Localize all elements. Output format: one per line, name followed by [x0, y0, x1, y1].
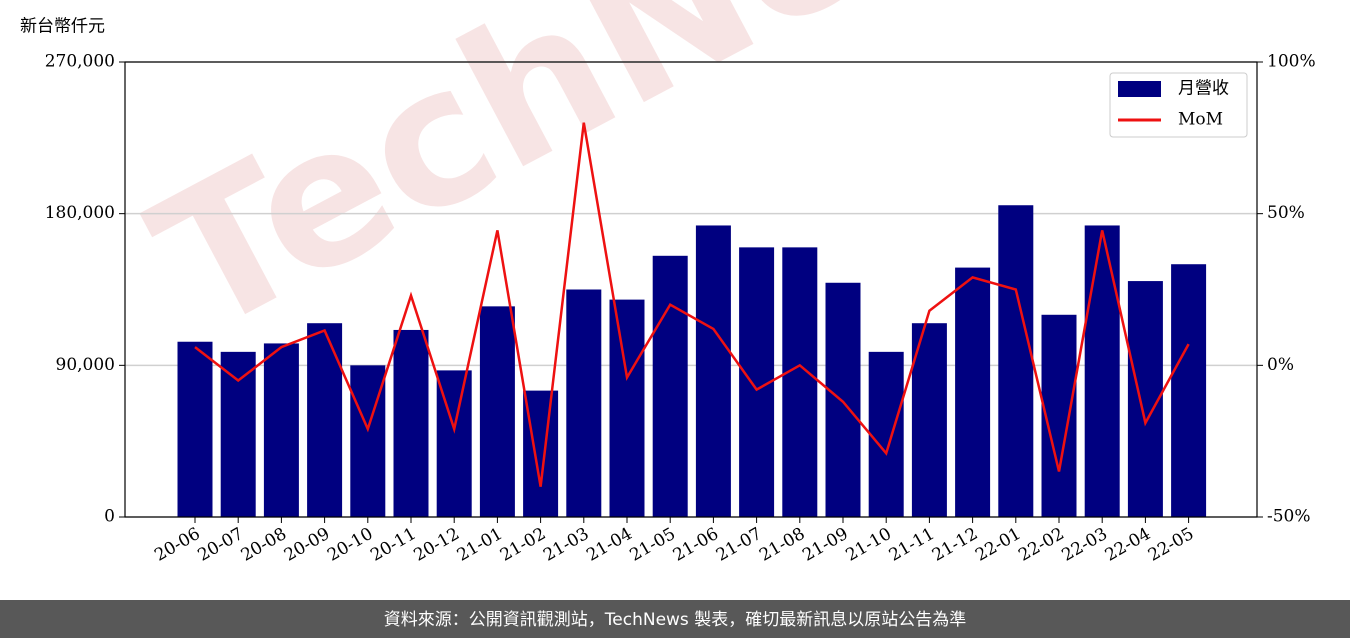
bar [393, 329, 429, 517]
x-tick-label: 21-01 [454, 524, 506, 566]
bar [566, 289, 602, 517]
x-tick-label: 20-06 [151, 524, 203, 566]
bar [652, 255, 688, 517]
x-tick-label: 21-03 [540, 524, 592, 566]
y-tick-label: 270,000 [45, 52, 115, 72]
x-tick-label: 22-03 [1059, 524, 1111, 566]
y2-tick-label: 0% [1267, 355, 1294, 375]
y-tick-label: 90,000 [56, 355, 115, 375]
x-tick-label: 21-09 [799, 524, 851, 566]
mom-line [194, 122, 1190, 487]
x-tick-label: 20-12 [411, 524, 463, 566]
y2-tick-label: 50% [1267, 203, 1305, 223]
x-tick-label: 20-08 [238, 524, 290, 566]
x-tick-label: 21-02 [497, 524, 549, 566]
footer-band [0, 600, 1350, 638]
bar [220, 351, 256, 517]
y-axis-unit: 新台幣仟元 [20, 17, 105, 37]
x-tick-label: 21-04 [583, 524, 635, 566]
y-tick-label: 0 [104, 507, 115, 527]
plot-frame [124, 61, 1258, 518]
legend-label: 月營收 [1178, 79, 1229, 99]
x-tick-label: 21-08 [756, 524, 808, 566]
x-tick-label: 20-07 [195, 524, 247, 566]
x-tick-label: 20-09 [281, 524, 333, 566]
bar [263, 343, 299, 517]
bar [1171, 264, 1207, 517]
bar [609, 299, 645, 517]
legend-label: MoM [1178, 110, 1223, 130]
bar [998, 205, 1034, 518]
y2-tick-label: -50% [1267, 507, 1311, 527]
x-tick-label: 21-07 [713, 524, 765, 566]
bar [695, 225, 731, 518]
bar [1084, 225, 1120, 518]
bar [825, 282, 861, 517]
x-tick-label: 21-10 [843, 524, 895, 566]
y2-tick-label: 100% [1267, 52, 1316, 72]
x-tick-label: 20-11 [367, 524, 419, 566]
x-tick-label: 21-12 [929, 524, 981, 566]
y-tick-label: 180,000 [45, 203, 115, 223]
x-tick-label: 21-11 [886, 524, 938, 566]
bar [782, 247, 818, 518]
bar [1041, 314, 1077, 517]
bar [955, 267, 991, 517]
x-tick-label: 21-05 [627, 524, 679, 566]
bar [479, 306, 515, 517]
footer-text: 資料來源：公開資訊觀測站，TechNews 製表，確切最新訊息以原站公告為準 [384, 610, 966, 630]
x-tick-label: 21-06 [670, 524, 722, 566]
legend-swatch [1118, 81, 1161, 97]
x-tick-label: 22-05 [1145, 524, 1197, 566]
bar [868, 351, 904, 517]
x-tick-label: 20-10 [324, 524, 376, 566]
x-tick-label: 22-01 [972, 524, 1024, 566]
bar [307, 323, 343, 517]
bar [1127, 281, 1163, 517]
x-tick-label: 22-02 [1015, 524, 1067, 566]
bar [177, 341, 213, 517]
x-tick-label: 22-04 [1102, 524, 1154, 566]
bar [911, 323, 947, 517]
